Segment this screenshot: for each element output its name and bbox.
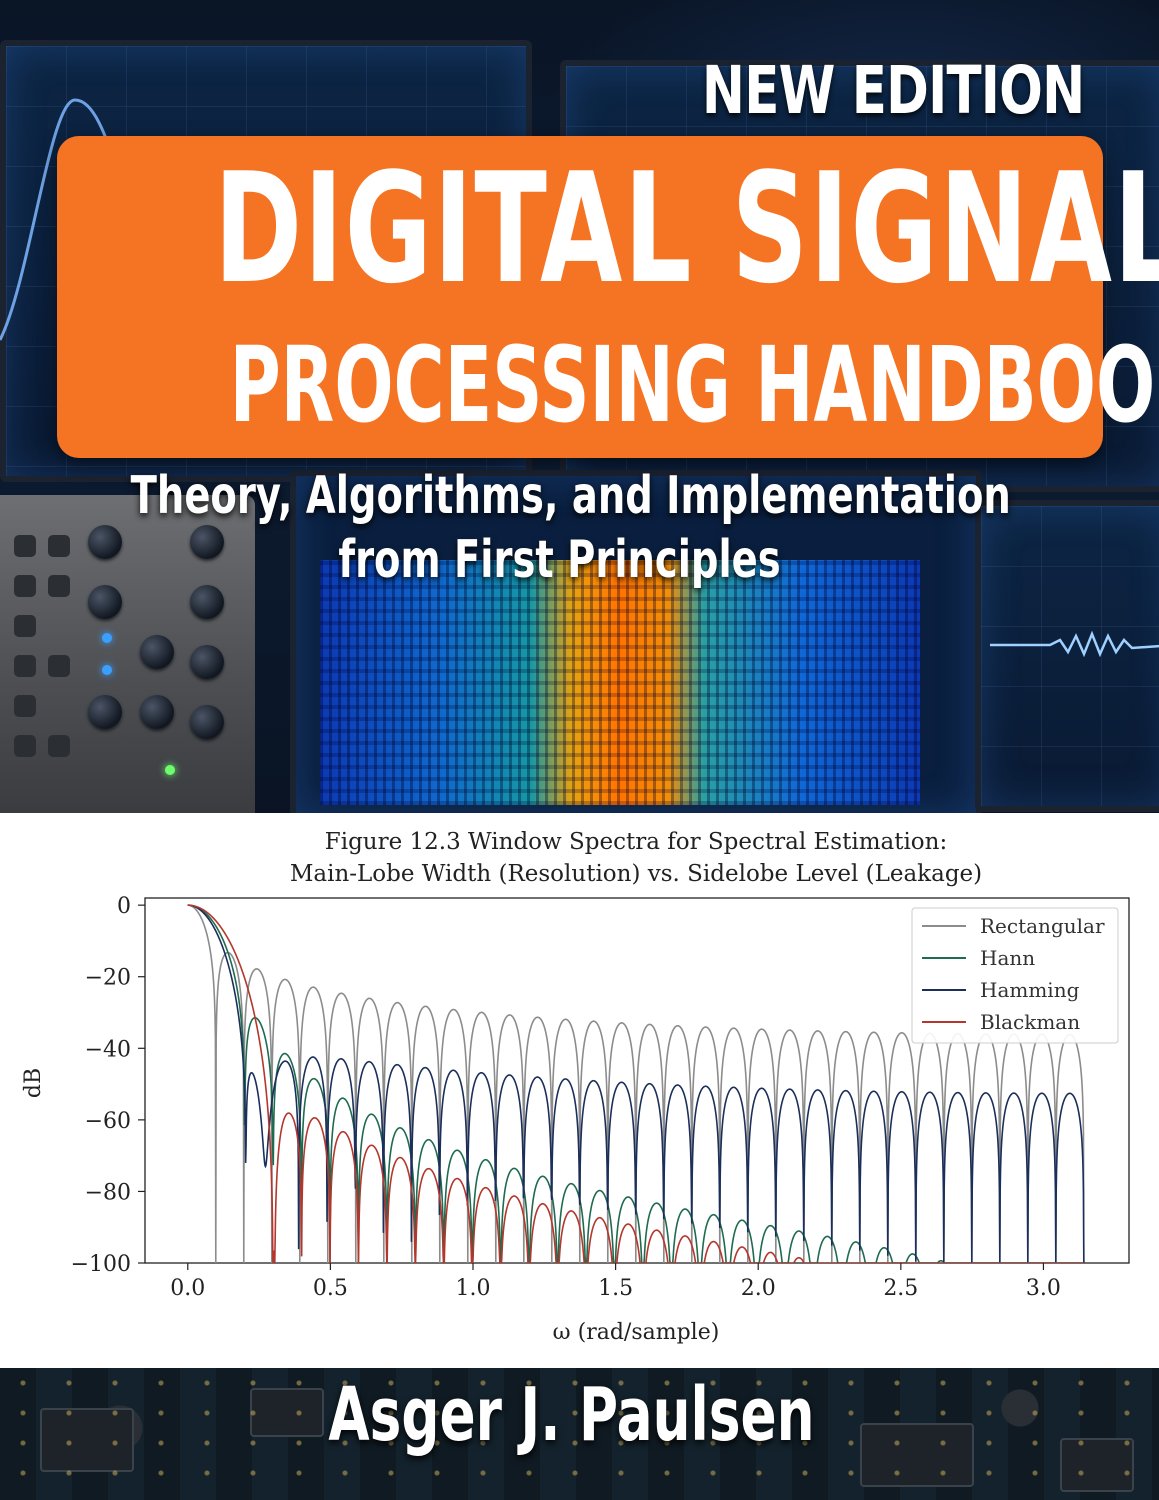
legend-label-hamming: Hamming xyxy=(980,978,1080,1002)
x-tick-label: 2.0 xyxy=(741,1276,776,1301)
series-line-hamming xyxy=(187,904,1085,1263)
y-tick-label: −100 xyxy=(71,1252,131,1277)
x-axis-label: ω (rad/sample) xyxy=(553,1320,720,1345)
chart-title-line-1: Figure 12.3 Window Spectra for Spectral … xyxy=(325,829,947,855)
legend-label-hann: Hann xyxy=(980,946,1035,970)
legend-label-rectangular: Rectangular xyxy=(980,914,1105,938)
legend-label-blackman: Blackman xyxy=(980,1010,1080,1034)
axis-ticks: 0.0 0.5 1.0 1.5 2.0 2.5 3.0 0 −20 −40 −60 −80 −100 xyxy=(71,894,1061,1301)
y-tick-label: −40 xyxy=(85,1037,131,1062)
book-title-line-1: DIGITAL SIGNAL xyxy=(213,140,1159,317)
x-tick-label: 1.0 xyxy=(456,1276,491,1301)
chart-title-line-2: Main-Lobe Width (Resolution) vs. Sidelob… xyxy=(290,861,982,887)
subtitle-line-1: Theory, Algorithms, and Implementation xyxy=(130,466,1011,526)
x-tick-label: 0.0 xyxy=(170,1276,205,1301)
y-tick-label: −20 xyxy=(85,966,131,991)
title-banner: DIGITAL SIGNAL PROCESSING HANDBOOK xyxy=(57,136,1159,458)
series-line-blackman xyxy=(187,904,1084,1263)
x-tick-label: 0.5 xyxy=(313,1276,348,1301)
x-tick-label: 3.0 xyxy=(1026,1276,1061,1301)
figure-panel: Figure 12.3 Window Spectra for Spectral … xyxy=(0,813,1159,1368)
circuit-board-background xyxy=(0,1368,1159,1500)
author-name: Asger J. Paulsen xyxy=(328,1372,815,1458)
y-tick-label: −80 xyxy=(85,1180,131,1205)
book-title-line-2: PROCESSING HANDBOOK xyxy=(229,324,1159,446)
y-tick-label: −60 xyxy=(85,1109,131,1134)
x-tick-label: 2.5 xyxy=(883,1276,918,1301)
subtitle-line-2: from First Principles xyxy=(338,530,781,590)
edition-label: NEW EDITION xyxy=(701,52,1084,129)
y-axis-label: dB xyxy=(21,1068,46,1098)
waveform-monitor xyxy=(975,500,1159,812)
window-spectra-chart: Figure 12.3 Window Spectra for Spectral … xyxy=(21,829,1130,1345)
instrument-panel xyxy=(0,495,255,813)
y-tick-label: 0 xyxy=(117,894,131,919)
chart-legend: Rectangular Hann Hamming Blackman xyxy=(911,907,1119,1044)
x-tick-label: 1.5 xyxy=(598,1276,633,1301)
waveform-trace-icon xyxy=(990,630,1159,658)
spectrogram-image xyxy=(320,560,920,805)
